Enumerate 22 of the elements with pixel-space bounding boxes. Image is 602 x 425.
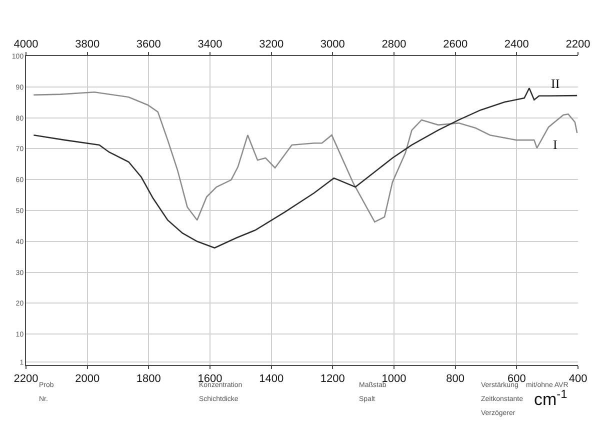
x-tick-label: 800 xyxy=(446,373,465,386)
x-tick-label: 2000 xyxy=(75,373,100,386)
line-series xyxy=(33,87,578,249)
x2-tick-label: 2800 xyxy=(382,38,406,51)
x2-tick-label: 3000 xyxy=(320,38,345,51)
x2-tick-label: 3400 xyxy=(198,38,222,51)
x2-tick-label: 3800 xyxy=(75,38,100,51)
x-tick-label: 2200 xyxy=(14,373,38,386)
x-axis-title: cm$^{-1}$ xyxy=(534,387,568,410)
x2-tick-label: 3200 xyxy=(259,38,284,51)
x-tick-label: 1400 xyxy=(259,373,284,386)
x2-tick-label: 2600 xyxy=(443,38,468,51)
x2-tick-label: 4000 xyxy=(14,38,38,51)
line-series xyxy=(33,92,578,223)
x2-tick-label: 3600 xyxy=(136,38,161,51)
x-tick-label: 1200 xyxy=(320,373,345,386)
x2-tick-label: 2400 xyxy=(504,38,529,51)
series-label: II xyxy=(551,76,560,91)
x2-tick-label: 2200 xyxy=(566,38,590,51)
x-tick-label: 1800 xyxy=(136,373,161,386)
series-label: I xyxy=(553,137,558,152)
x-tick-label: 400 xyxy=(568,373,588,386)
